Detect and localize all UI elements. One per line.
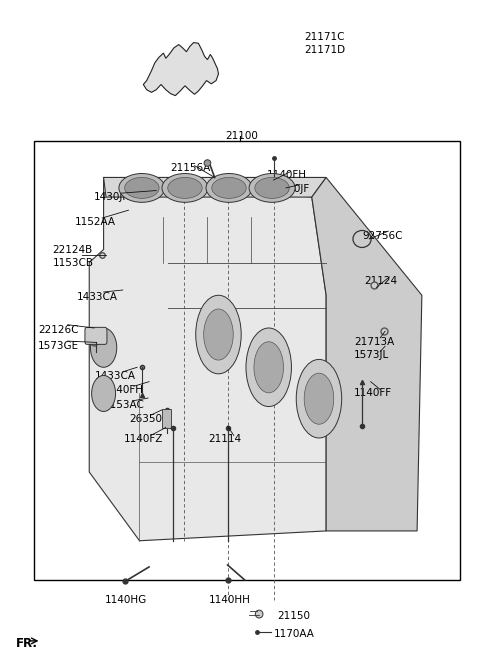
Text: 1140FZ: 1140FZ bbox=[124, 434, 164, 444]
Ellipse shape bbox=[255, 177, 289, 198]
Text: 1140HH: 1140HH bbox=[209, 594, 251, 605]
Ellipse shape bbox=[90, 328, 117, 367]
Ellipse shape bbox=[92, 375, 116, 411]
Text: 1140HG: 1140HG bbox=[105, 594, 147, 605]
Ellipse shape bbox=[125, 177, 159, 198]
Text: 21713A: 21713A bbox=[354, 337, 394, 348]
Ellipse shape bbox=[304, 373, 334, 424]
Ellipse shape bbox=[246, 328, 291, 407]
Text: 21171C: 21171C bbox=[305, 31, 345, 42]
Ellipse shape bbox=[168, 177, 202, 198]
Text: FR.: FR. bbox=[16, 637, 38, 650]
Polygon shape bbox=[312, 177, 422, 531]
Text: 1140FH: 1140FH bbox=[266, 171, 306, 180]
Text: 1573JL: 1573JL bbox=[354, 350, 389, 361]
Ellipse shape bbox=[204, 309, 233, 360]
Ellipse shape bbox=[204, 160, 211, 167]
Text: 21100: 21100 bbox=[226, 131, 259, 141]
Text: 21150: 21150 bbox=[277, 611, 311, 621]
Text: 1153CB: 1153CB bbox=[52, 258, 94, 268]
Text: 26350: 26350 bbox=[129, 414, 162, 424]
Text: 92756C: 92756C bbox=[362, 231, 403, 241]
Polygon shape bbox=[89, 177, 326, 541]
Text: 21171D: 21171D bbox=[305, 45, 346, 55]
Ellipse shape bbox=[206, 173, 252, 202]
Ellipse shape bbox=[249, 173, 295, 202]
Text: 1153AC: 1153AC bbox=[104, 400, 144, 409]
Text: 1430JK: 1430JK bbox=[94, 192, 130, 202]
Text: 21124: 21124 bbox=[364, 276, 397, 286]
Ellipse shape bbox=[255, 610, 263, 618]
Text: 1433CA: 1433CA bbox=[77, 292, 118, 302]
Ellipse shape bbox=[162, 173, 208, 202]
FancyBboxPatch shape bbox=[85, 327, 107, 344]
Text: 1140FH: 1140FH bbox=[104, 385, 144, 395]
Polygon shape bbox=[104, 177, 326, 197]
Bar bbox=[34, 142, 460, 580]
Text: 1152AA: 1152AA bbox=[75, 217, 116, 227]
Text: 1430JF: 1430JF bbox=[275, 184, 310, 194]
Text: 22124B: 22124B bbox=[52, 245, 93, 255]
Ellipse shape bbox=[296, 359, 342, 438]
Text: 1170AA: 1170AA bbox=[274, 629, 314, 640]
Polygon shape bbox=[144, 43, 218, 96]
Bar bbox=[162, 409, 171, 428]
Text: 21156A: 21156A bbox=[170, 163, 211, 173]
Text: 1573GE: 1573GE bbox=[38, 341, 79, 352]
Text: 22126C: 22126C bbox=[38, 325, 79, 335]
Ellipse shape bbox=[119, 173, 165, 202]
Ellipse shape bbox=[196, 295, 241, 374]
Ellipse shape bbox=[212, 177, 246, 198]
Text: 1140FF: 1140FF bbox=[354, 388, 392, 398]
Ellipse shape bbox=[254, 342, 284, 393]
Text: 21114: 21114 bbox=[208, 434, 241, 444]
Text: 1433CA: 1433CA bbox=[95, 371, 135, 380]
